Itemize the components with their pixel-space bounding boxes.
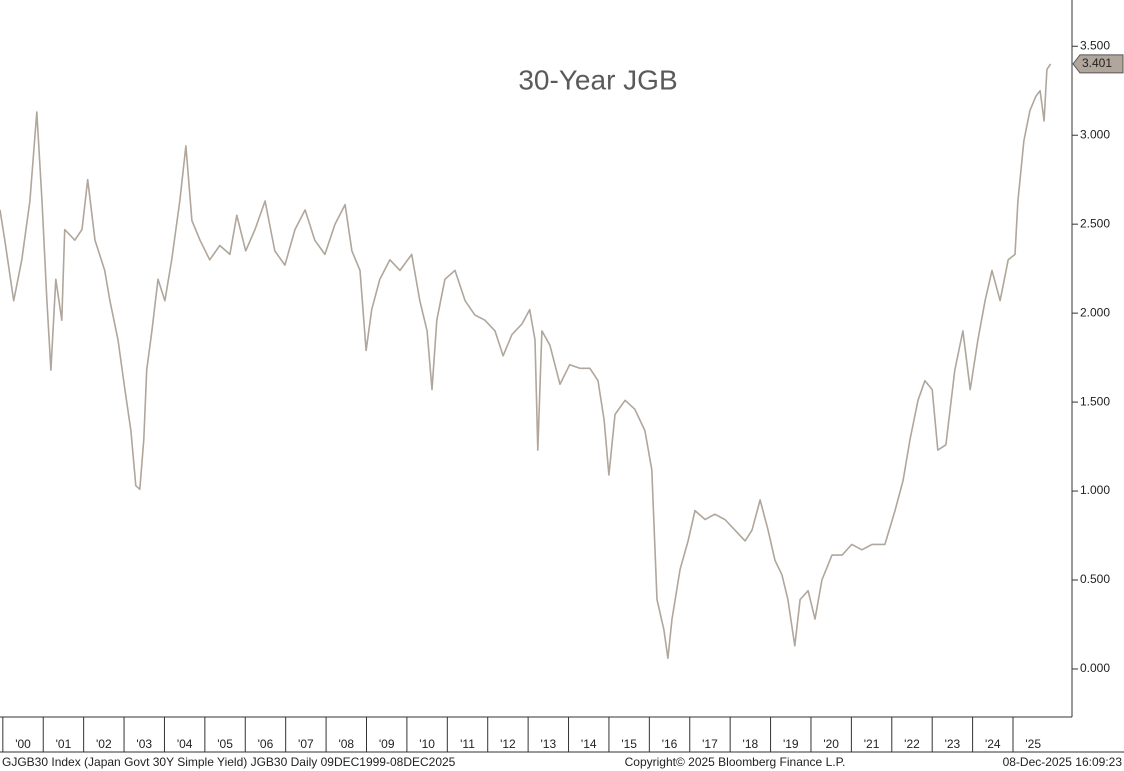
x-tick-label: '21	[864, 737, 880, 751]
x-tick-label: '02	[96, 737, 112, 751]
yield-line	[0, 63, 1052, 660]
y-tick-label: 0.500	[1080, 572, 1110, 586]
last-value-label: 3.401	[1082, 56, 1112, 70]
y-tick-label: 2.500	[1080, 216, 1110, 230]
x-tick-label: '10	[419, 737, 435, 751]
x-tick-label: '24	[985, 737, 1001, 751]
x-tick-label: '08	[338, 737, 354, 751]
x-tick-label: '14	[581, 737, 597, 751]
x-tick-label: '11	[460, 737, 475, 751]
x-tick-label: '12	[500, 737, 516, 751]
x-tick-label: '00	[15, 737, 31, 751]
footer-timestamp: 08-Dec-2025 16:09:23	[1003, 755, 1123, 769]
footer-source: GJGB30 Index (Japan Govt 30Y Simple Yiel…	[2, 755, 456, 769]
x-tick-label: '17	[702, 737, 718, 751]
footer-copyright: Copyright© 2025 Bloomberg Finance L.P.	[625, 755, 846, 769]
x-tick-label: '20	[823, 737, 839, 751]
x-tick-label: '25	[1025, 737, 1041, 751]
x-tick-label: '18	[743, 737, 759, 751]
chart-title: 30-Year JGB	[518, 64, 677, 95]
x-tick-label: '01	[56, 737, 72, 751]
y-tick-label: 1.500	[1080, 394, 1110, 408]
x-tick-label: '06	[258, 737, 274, 751]
x-tick-label: '03	[136, 737, 152, 751]
x-tick-label: '23	[945, 737, 961, 751]
x-tick-label: '13	[541, 737, 557, 751]
last-value-box	[1072, 54, 1124, 74]
x-tick-label: '05	[217, 737, 233, 751]
x-tick-label: '04	[177, 737, 193, 751]
y-tick-label: 0.000	[1080, 661, 1110, 675]
x-tick-label: '22	[904, 737, 920, 751]
y-tick-label: 2.000	[1080, 305, 1110, 319]
y-tick-label: 3.000	[1080, 127, 1110, 141]
x-tick-label: '09	[379, 737, 395, 751]
x-tick-label: '07	[298, 737, 314, 751]
y-tick-label: 3.500	[1080, 38, 1110, 52]
y-tick-label: 1.000	[1080, 483, 1110, 497]
x-tick-label: '19	[783, 737, 799, 751]
x-tick-label: '15	[621, 737, 637, 751]
x-tick-label: '16	[662, 737, 678, 751]
